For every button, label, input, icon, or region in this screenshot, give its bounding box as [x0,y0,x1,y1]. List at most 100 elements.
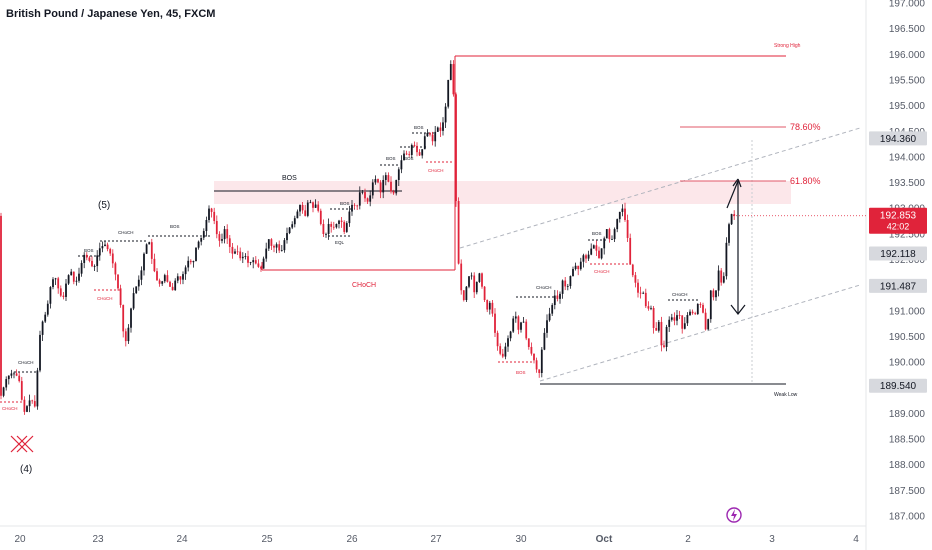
candle-body [171,286,174,291]
candle-body [70,271,73,276]
candle-body [517,316,520,330]
x-tick-label: 2 [685,534,691,545]
candle-body [457,201,460,264]
last-price-countdown: 42:02 [887,222,910,232]
candle-body [507,338,509,347]
candle-body [187,260,190,268]
wave-4-label: (4) [20,464,32,475]
candle-body [707,319,710,330]
candle-body [660,321,663,346]
candle-body [488,302,491,310]
candle-body [673,317,676,321]
candle-body [213,211,216,222]
candle-body [670,317,673,320]
candle-body [494,313,496,333]
lightning-icon[interactable] [726,507,742,523]
candle-body [93,266,96,267]
choch-main-label: CHoCH [352,282,376,289]
candle-body [44,314,47,322]
candle-body [585,255,587,259]
candle-body [551,305,554,314]
price-badges: 194.360 192.118 191.487 189.540 [869,131,927,393]
candle-body [559,293,561,299]
x-tick-label: 4 [853,534,859,545]
last-price-box [869,207,927,234]
candle-body [2,387,5,396]
candle-body [426,132,429,137]
candle-body [600,248,603,259]
candle-body [577,265,580,270]
small-choch-label-3: CHoCH [118,230,134,235]
candle-body [436,127,439,132]
candle-body [512,318,515,332]
candle-body [546,320,548,333]
wave-5-label: (5) [98,200,110,211]
candle-body [291,224,294,228]
candle-body [236,251,239,253]
candle-body [371,182,374,196]
price-badge [869,278,927,293]
small-bos-label-6: BOS [414,125,424,130]
candle-body [223,229,226,240]
candle-body [733,214,736,216]
candle-body [332,226,335,228]
candle-body [728,224,730,243]
candle-body [686,315,689,324]
time-axis[interactable]: 20 23 24 25 26 27 30 Oct 2 3 4 [14,534,859,545]
candle-body [192,261,195,263]
small-choch-label-7: CHoCH [594,269,610,274]
candle-body [275,244,278,248]
price-badge [869,378,927,393]
candle-body [358,192,361,206]
candle-body [312,202,314,208]
candle-body [668,319,671,327]
candle-body [676,315,678,321]
candle-body [416,145,418,153]
price-badge [869,246,927,261]
candle-body [501,353,504,357]
x-tick-label: 25 [261,534,273,545]
y-tick-label: 196.000 [889,50,926,61]
candle-body [564,280,567,287]
y-tick-label: 187.500 [889,486,926,497]
y-tick-label: 190.000 [889,358,926,369]
candles [0,60,736,415]
candle-body [249,262,252,263]
candle-body [530,346,533,354]
candle-body [374,179,377,183]
candle-body [621,208,624,212]
candle-body [644,292,647,307]
candle-body [481,273,483,287]
small-bos-label-3: BOS [340,201,350,206]
candle-body [665,326,668,347]
candle-body [278,244,281,251]
candle-body [566,286,569,287]
price-badge-label: 189.540 [880,381,917,392]
candle-body [483,286,486,301]
candle-body [226,229,229,239]
price-axis[interactable]: 197.000196.500196.000195.500195.000194.5… [889,0,926,523]
candle-body [631,264,634,276]
eql-label: EQL [335,240,345,245]
chart-title: British Pound / Japanese Yen, 45, FXCM [6,8,216,20]
candle-body [153,258,156,272]
candle-body [696,304,699,315]
candle-body [455,94,457,202]
x-tick-label: 3 [769,534,775,545]
candle-body [499,346,502,354]
candle-body [556,295,559,299]
candle-body [384,175,387,180]
x-tick-label: 23 [92,534,104,545]
candle-body [7,375,10,380]
x-mark-icon [10,435,34,453]
candle-body [364,192,366,199]
candle-body [111,253,114,264]
candle-body [605,229,608,239]
candle-body [535,360,538,370]
candle-body [59,288,62,296]
candle-body [429,132,431,135]
candle-body [176,276,179,281]
candle-body [431,134,434,142]
